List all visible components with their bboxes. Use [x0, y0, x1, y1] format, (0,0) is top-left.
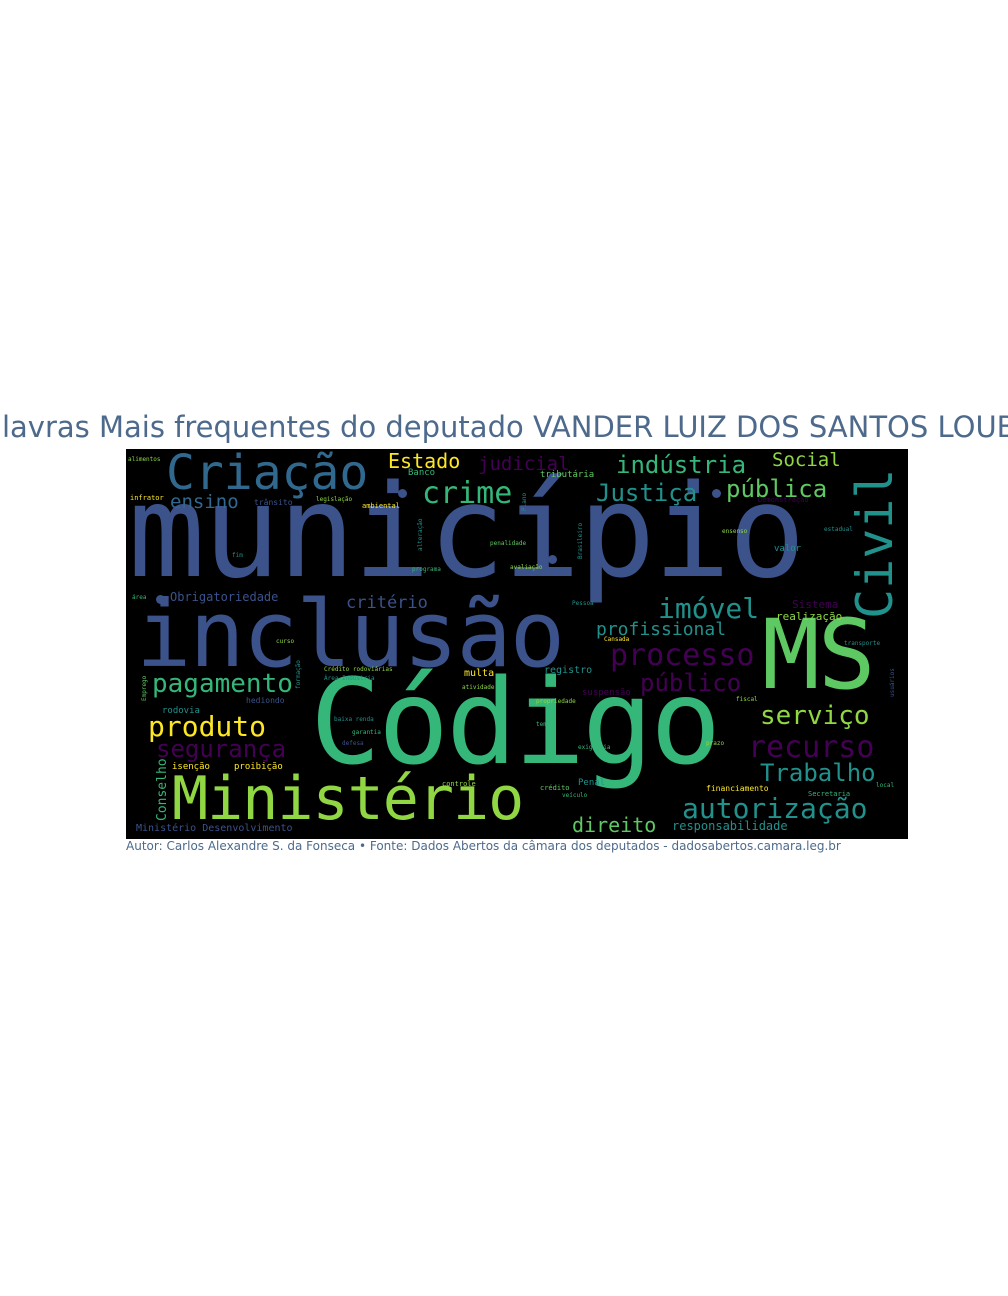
- word-ms: MS: [762, 599, 876, 711]
- word-criterio: critério: [346, 593, 428, 613]
- word-fim: fim: [232, 552, 243, 559]
- word-atividade: atividade: [462, 684, 495, 691]
- word-cansada: Cansada: [604, 636, 630, 643]
- word-valor: valor: [774, 544, 802, 554]
- word-suspensao: suspensão: [582, 688, 631, 698]
- dot-2: [712, 489, 721, 498]
- word-industria: indústria: [616, 451, 747, 479]
- word-publico: público: [640, 669, 742, 697]
- word-financiamento: financiamento: [706, 784, 769, 793]
- dot-4: [156, 595, 165, 604]
- word-conselho: Conselho: [155, 758, 170, 821]
- word-isencao: isenção: [172, 762, 210, 772]
- word-usuarios: usuários: [889, 668, 896, 697]
- word-credito: crédito: [540, 784, 570, 792]
- word-criacao: Criação: [166, 449, 369, 501]
- word-penalidade: penalidade: [490, 540, 527, 547]
- word-programa: programa: [412, 566, 441, 573]
- word-alteracao: alteração: [417, 518, 424, 551]
- word-tributaria: tributária: [540, 470, 595, 480]
- word-formacao: formação: [295, 660, 302, 689]
- word-seguranca: segurança: [156, 735, 287, 763]
- word-ensino: ensino: [170, 491, 239, 513]
- word-demonstracao: Demonstração: [758, 496, 809, 504]
- word-autorizacao: autorização: [682, 792, 868, 825]
- word-crime: crime: [422, 476, 513, 511]
- word-profissional: profissional: [596, 619, 727, 640]
- word-judicial: judicial: [478, 453, 570, 475]
- word-fiscal: fiscal: [736, 696, 758, 703]
- word-controle: controle: [442, 780, 476, 788]
- word-servico: serviço: [760, 701, 870, 731]
- word-multa: multa: [464, 668, 495, 679]
- word-produto: produto: [148, 710, 267, 743]
- word-estado: Estado: [388, 449, 461, 473]
- word-justica: Justiça: [596, 479, 698, 507]
- word-realizacao: realização: [776, 610, 843, 623]
- word-estadual: estadual: [824, 526, 853, 533]
- word-propriedade: propriedade: [536, 698, 576, 705]
- word-local: local: [876, 782, 895, 789]
- word-defesa: defesa: [342, 740, 364, 747]
- word-prazo: prazo: [706, 740, 725, 747]
- caption: Autor: Carlos Alexandre S. da Fonseca • …: [126, 839, 841, 853]
- word-ambiental: ambiental: [362, 502, 400, 510]
- word-municipio: município: [128, 458, 806, 607]
- word-cloud: município inclusão Código Ministério MS …: [126, 449, 908, 839]
- word-legislacao: legislação: [316, 496, 353, 503]
- word-proibicao: proibição: [234, 762, 283, 772]
- word-recurso: recurso: [748, 730, 875, 765]
- word-pagamento: pagamento: [152, 669, 293, 699]
- word-ministerio-desenvolvimento: Ministério Desenvolvimento: [136, 823, 293, 834]
- word-imovel: imóvel: [658, 592, 760, 625]
- word-banco: Banco: [408, 468, 436, 478]
- word-rodovia: rodovia: [162, 706, 200, 716]
- word-processo: processo: [610, 638, 755, 673]
- word-publica: pública: [726, 475, 828, 503]
- word-emprego: Emprego: [141, 675, 148, 701]
- word-civil: Civil: [846, 468, 904, 619]
- word-brasileiro: Brasileiro: [577, 522, 584, 559]
- word-responsabilidade: responsabilidade: [672, 819, 788, 833]
- word-obrigatoriedade: Obrigatoriedade: [170, 590, 279, 604]
- word-ministerio: Ministério: [172, 764, 524, 834]
- word-alimentos: alimentos: [128, 456, 161, 463]
- word-codigo: Código: [310, 653, 721, 791]
- word-transito: trânsito: [254, 498, 293, 507]
- word-trabalho: Trabalho: [760, 759, 876, 787]
- word-nediondo: hediondo: [246, 696, 285, 705]
- word-plano: Plano: [521, 492, 528, 511]
- word-sistema: Sistema: [792, 598, 839, 611]
- word-tempo: tempo: [536, 721, 555, 728]
- word-social: Social: [772, 449, 841, 471]
- word-transporte: transporte: [844, 640, 881, 647]
- word-area-industria: Área Indústria: [324, 675, 375, 682]
- word-direito: direito: [572, 813, 657, 837]
- word-secretaria: Secretaria: [808, 790, 851, 798]
- word-curso: curso: [276, 638, 295, 645]
- chart-title: Palavras Mais frequentes do deputado VAN…: [0, 410, 1008, 444]
- word-pessoa: Pessoa: [572, 600, 594, 607]
- word-infrator: infrator: [130, 494, 164, 502]
- dot-1: [398, 489, 407, 498]
- dot-3: [548, 555, 557, 564]
- word-ensenso: ensenso: [722, 528, 748, 535]
- word-area: área: [132, 594, 147, 601]
- word-baixa-renda: baixa renda: [334, 716, 374, 723]
- word-registro: registro: [544, 665, 593, 676]
- word-penal: Penal: [578, 778, 606, 788]
- word-credito-rodoviarias: Crédito rodoviárias: [324, 666, 393, 673]
- word-inclusao: inclusão: [136, 581, 565, 688]
- word-garantia: garantia: [352, 729, 381, 736]
- word-veiculo: veículo: [562, 792, 588, 799]
- word-avaliacao: avaliação: [510, 564, 543, 571]
- word-exigencia: exigência: [578, 744, 611, 751]
